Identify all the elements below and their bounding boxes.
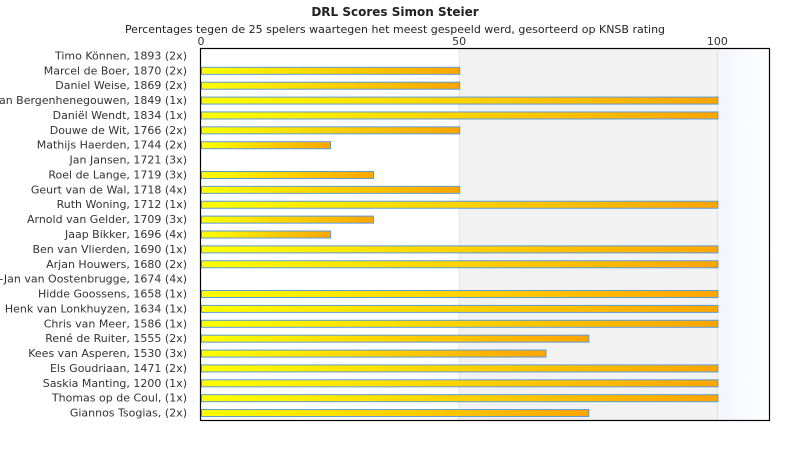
bar [201,66,461,75]
bar [201,185,461,194]
category-label: van Bergenhenegouwen, 1849 (1x) [0,94,187,107]
category-label: Daniel Weise, 1869 (2x) [55,79,187,92]
bar [201,230,332,239]
x-tick-label: 100 [707,35,728,48]
x-tick-label: 50 [452,35,466,48]
bar [201,334,590,343]
category-label: t-Jan van Oostenbrugge, 1674 (4x) [0,273,187,286]
bar [201,111,719,120]
category-label: Henk van Lonkhuyzen, 1634 (1x) [5,302,187,315]
category-label: Hidde Goossens, 1658 (1x) [38,288,187,301]
category-label: Timo Können, 1893 (2x) [54,49,187,62]
bar [201,215,374,224]
category-label: Giannos Tsogias, (2x) [70,407,187,420]
category-label: Arjan Houwers, 1680 (2x) [46,258,187,271]
bar [201,260,719,269]
category-label: Ben van Vlierden, 1690 (1x) [32,243,187,256]
bar [201,200,719,209]
chart-title: DRL Scores Simon Steier [311,5,478,19]
category-label: Thomas op de Coul, (1x) [51,392,187,405]
category-label: Jan Jansen, 1721 (3x) [69,154,187,167]
x-tick-label: 0 [198,35,205,48]
bar [201,245,719,254]
bar [201,379,719,388]
category-label: Douwe de Wit, 1766 (2x) [50,124,187,137]
category-label: Jaap Bikker, 1696 (4x) [64,228,187,241]
category-label: Els Goudriaan, 1471 (2x) [50,362,187,375]
bar [201,409,590,418]
category-label: Roel de Lange, 1719 (3x) [48,168,187,181]
category-label: René de Ruiter, 1555 (2x) [45,332,187,345]
bar [201,349,547,358]
bar [201,364,719,373]
category-label: Mathijs Haerden, 1744 (2x) [37,139,187,152]
plot-frame [199,47,771,422]
bar [201,96,719,105]
category-label: Marcel de Boer, 1870 (2x) [44,64,187,77]
bar [201,394,719,403]
bar [201,319,719,328]
category-label: Saskia Manting, 1200 (1x) [43,377,187,390]
bar [201,126,461,135]
bar [201,170,374,179]
background-band [459,48,718,420]
category-label: Kees van Asperen, 1530 (3x) [28,347,187,360]
bar [201,81,461,90]
category-label: Daniël Wendt, 1834 (1x) [53,109,187,122]
chart-subtitle: Percentages tegen de 25 spelers waartege… [125,23,665,36]
background-band [717,48,769,420]
bar [201,304,719,313]
bar [201,290,719,299]
bar [201,141,332,150]
category-label: Ruth Woning, 1712 (1x) [57,198,187,211]
category-label: Arnold van Gelder, 1709 (3x) [27,213,187,226]
category-label: Geurt van de Wal, 1718 (4x) [31,183,187,196]
category-label: Chris van Meer, 1586 (1x) [44,317,187,330]
